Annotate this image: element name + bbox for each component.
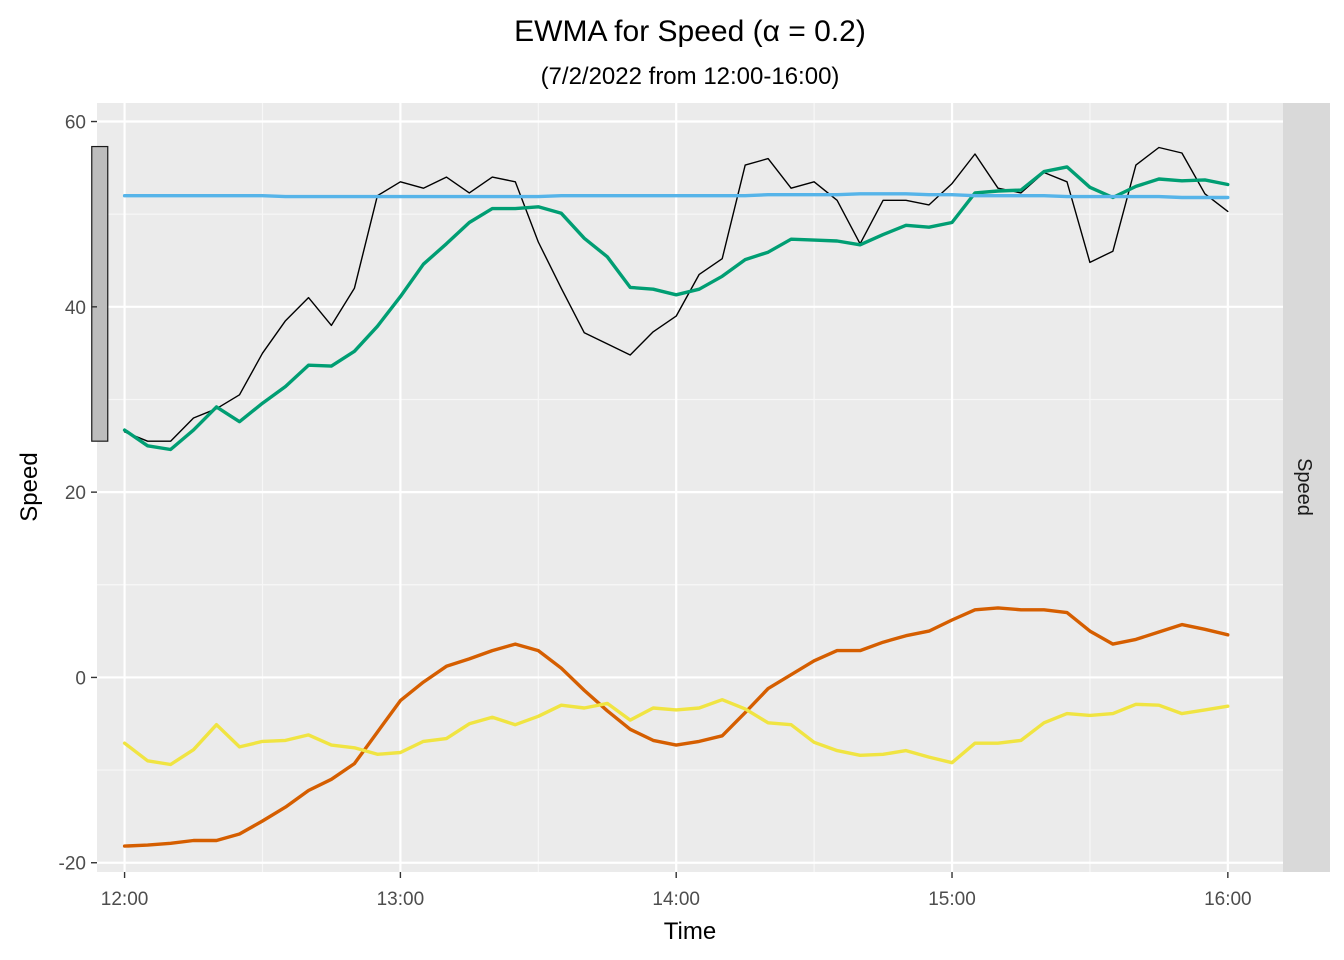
facet-strip [1283, 103, 1330, 872]
series-lines [122, 146, 1230, 848]
x-tick-label: 16:00 [1204, 889, 1252, 910]
range-bar-layer [91, 145, 109, 442]
series-line-4 [122, 606, 1230, 848]
x-axis-ticks: 12:00 13:00 14:00 15:00 16:00 [101, 872, 1252, 910]
x-tick-label: 13:00 [377, 889, 425, 910]
minor-gridlines [97, 103, 1283, 872]
series-line-3 [122, 192, 1230, 200]
x-tick-label: 15:00 [928, 889, 976, 910]
major-gridlines [97, 103, 1283, 872]
y-axis-ticks: -20 0 20 40 60 [59, 113, 97, 875]
series-line-2 [122, 165, 1230, 452]
x-tick-label: 14:00 [652, 889, 700, 910]
y-tick-label: 20 [65, 483, 86, 504]
y-tick-label: 40 [65, 298, 86, 319]
x-axis-title: Time [664, 918, 716, 945]
facet-strip-label: Speed [1293, 458, 1315, 516]
plot-panel [97, 103, 1283, 872]
y-tick-label: 60 [65, 113, 86, 134]
y-axis-title: Speed [16, 452, 43, 521]
y-tick-label: 0 [75, 668, 86, 689]
chart-title: EWMA for Speed (α = 0.2) [514, 15, 866, 48]
range-bar [91, 145, 109, 442]
y-tick-label: -20 [59, 854, 86, 875]
series-line-5 [122, 698, 1230, 767]
x-tick-label: 12:00 [101, 889, 149, 910]
chart-subtitle: (7/2/2022 from 12:00-16:00) [541, 63, 840, 90]
